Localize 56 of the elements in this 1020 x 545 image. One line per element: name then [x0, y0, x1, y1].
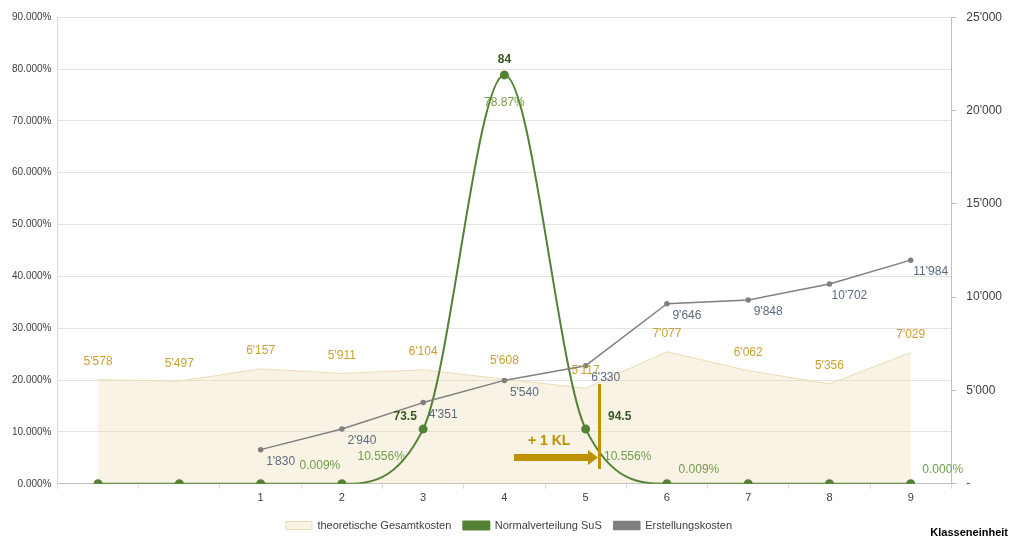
y-tick-label: 90.000%: [11, 10, 52, 22]
legend-label: theoretische Gesamtkosten: [317, 518, 452, 531]
x-tick-label: 2: [338, 491, 345, 504]
data-label: 5'356: [814, 358, 845, 373]
y-tick-label: 70.000%: [11, 114, 52, 126]
y-tick-label: 30.000%: [11, 322, 52, 334]
data-label: 10.556%: [603, 449, 652, 464]
x-tick-label: 1: [257, 491, 264, 504]
y-tick-label: 80.000%: [11, 62, 52, 74]
data-label: 0.000%: [922, 462, 964, 477]
annotation: + 1 KL: [528, 432, 571, 448]
x-tick-label: 5: [582, 491, 589, 504]
y2-tick-label: 10'000: [966, 289, 1003, 304]
x-tick-label: 7: [745, 491, 752, 504]
x-tick-label: 8: [826, 491, 833, 504]
data-label: 7'029: [896, 326, 926, 341]
legend-label: Erstellungskosten: [645, 518, 733, 531]
y2-tick-label: -: [966, 476, 971, 491]
data-label: 11'984: [913, 264, 949, 279]
y2-tick-label: 25'000: [966, 9, 1003, 24]
y-tick-label: 20.000%: [11, 373, 52, 385]
data-label: 5'540: [509, 384, 540, 399]
data-label: 5'578: [83, 354, 113, 368]
data-label: 10.556%: [357, 449, 406, 464]
x-tick-label: 4: [501, 491, 508, 504]
data-label: 5'608: [489, 353, 520, 368]
data-label: 1'830: [266, 453, 296, 468]
data-label: 5'497: [164, 355, 195, 370]
data-label: 6'104: [408, 344, 438, 359]
y-tick-label: 50.000%: [11, 218, 52, 230]
y2-tick-label: 5'000: [966, 382, 996, 397]
x-tick-label: 6: [663, 491, 670, 504]
y-tick-label: 10.000%: [11, 425, 52, 437]
data-label: 5'911: [327, 347, 357, 362]
annotation: 73.5: [393, 409, 418, 424]
data-label: 4'351: [428, 406, 458, 421]
y2-tick-label: 20'000: [966, 102, 1003, 117]
x-axis-title: Klasseneinheit: [930, 526, 1009, 539]
y-tick-label: 60.000%: [11, 166, 52, 178]
data-label: 9'848: [753, 304, 783, 319]
y-tick-label: 40.000%: [11, 270, 52, 282]
data-label: 9'646: [672, 308, 702, 323]
annotation: 94.5: [607, 409, 632, 424]
x-tick-label: 3: [420, 491, 427, 504]
data-label: 7'077: [652, 326, 682, 341]
data-label: 6'062: [733, 344, 763, 359]
x-tick-label: 9: [907, 491, 914, 504]
annotation: 84: [497, 52, 512, 67]
data-label: 10'702: [831, 288, 868, 303]
legend-label: Normalverteilung SuS: [494, 518, 602, 531]
data-label: 2'940: [347, 433, 377, 448]
data-label: 6'157: [246, 343, 276, 358]
y-tick-label: 0.000%: [17, 477, 52, 489]
data-label: 0.009%: [299, 458, 341, 473]
y2-tick-label: 15'000: [966, 196, 1003, 211]
data-label: 0.009%: [678, 462, 720, 477]
